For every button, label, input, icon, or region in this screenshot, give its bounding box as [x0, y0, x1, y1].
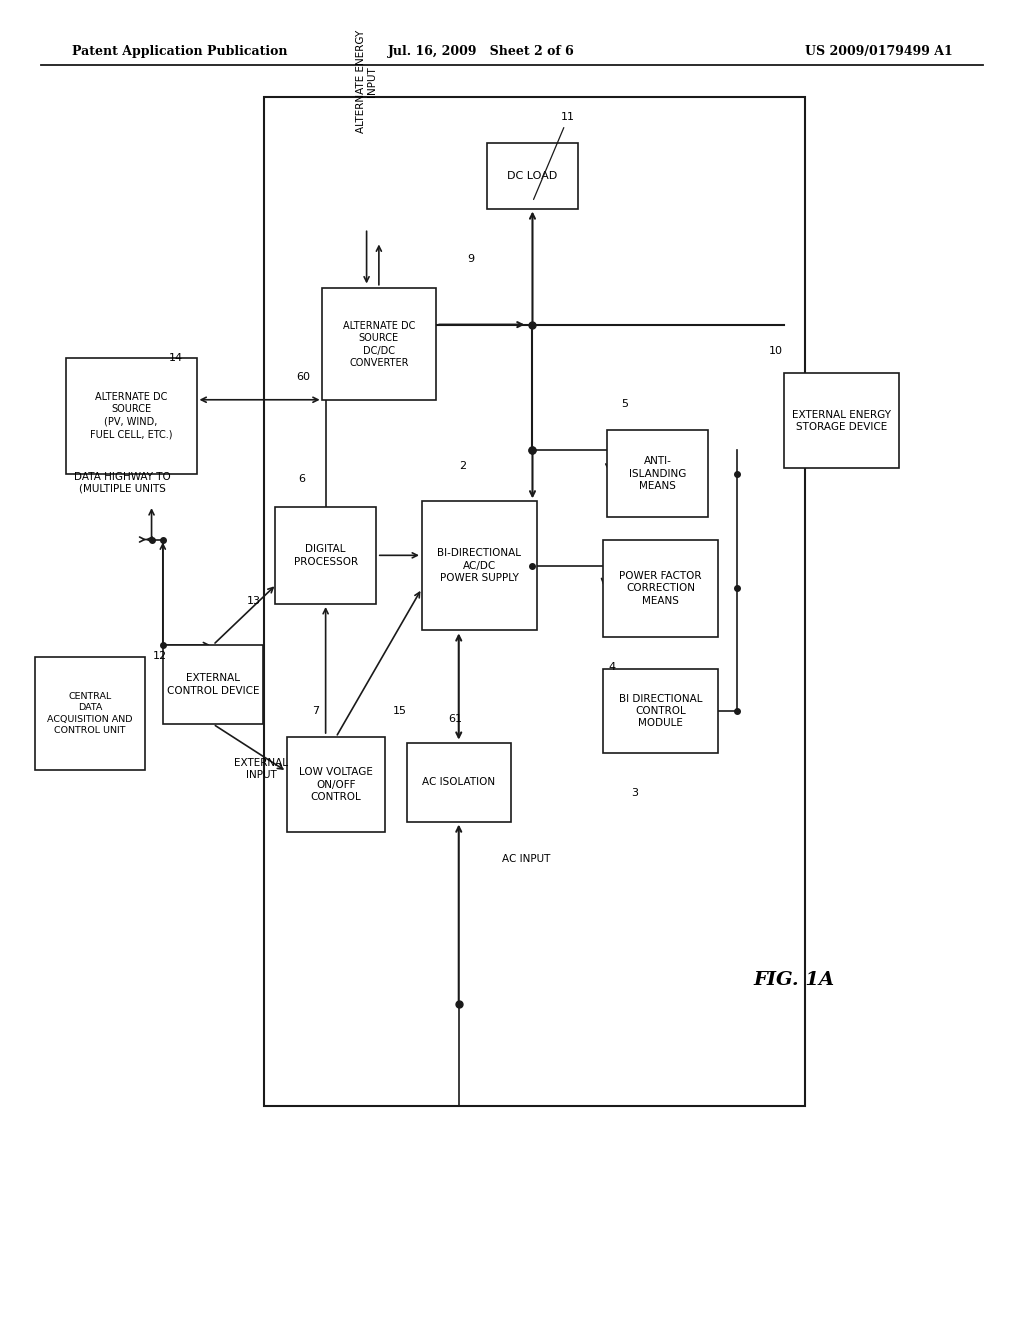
Text: 60: 60	[296, 372, 310, 383]
Text: EXTERNAL
INPUT: EXTERNAL INPUT	[234, 758, 288, 780]
Text: 9: 9	[468, 253, 474, 264]
FancyBboxPatch shape	[603, 669, 718, 754]
Text: 15: 15	[392, 706, 407, 715]
Text: ALTERNATE DC
SOURCE
DC/DC
CONVERTER: ALTERNATE DC SOURCE DC/DC CONVERTER	[343, 321, 415, 368]
Text: DC LOAD: DC LOAD	[507, 170, 558, 181]
Text: AC INPUT: AC INPUT	[502, 854, 550, 863]
FancyBboxPatch shape	[275, 507, 376, 605]
Text: 6: 6	[299, 474, 305, 484]
FancyBboxPatch shape	[35, 657, 145, 771]
Text: 3: 3	[632, 788, 638, 797]
FancyBboxPatch shape	[322, 288, 436, 400]
FancyBboxPatch shape	[287, 738, 385, 832]
Text: AC ISOLATION: AC ISOLATION	[422, 777, 496, 787]
Text: BI-DIRECTIONAL
AC/DC
POWER SUPPLY: BI-DIRECTIONAL AC/DC POWER SUPPLY	[437, 549, 521, 583]
FancyBboxPatch shape	[163, 645, 263, 725]
Text: POWER FACTOR
CORRECTION
MEANS: POWER FACTOR CORRECTION MEANS	[620, 570, 701, 606]
FancyBboxPatch shape	[66, 358, 197, 474]
FancyBboxPatch shape	[407, 743, 511, 821]
Text: ALTERNATE DC
SOURCE
(PV, WIND,
FUEL CELL, ETC.): ALTERNATE DC SOURCE (PV, WIND, FUEL CELL…	[90, 392, 172, 440]
FancyBboxPatch shape	[784, 374, 899, 469]
FancyBboxPatch shape	[607, 430, 708, 517]
Text: 7: 7	[312, 706, 318, 715]
Text: BI DIRECTIONAL
CONTROL
MODULE: BI DIRECTIONAL CONTROL MODULE	[618, 693, 702, 729]
Text: US 2009/0179499 A1: US 2009/0179499 A1	[805, 45, 952, 58]
FancyBboxPatch shape	[487, 143, 578, 209]
Text: 2: 2	[460, 461, 466, 471]
Text: ANTI-
ISLANDING
MEANS: ANTI- ISLANDING MEANS	[629, 457, 686, 491]
FancyBboxPatch shape	[422, 502, 537, 631]
Text: 12: 12	[153, 651, 167, 660]
Text: 5: 5	[622, 399, 628, 409]
Text: DATA HIGHWAY TO
(MULTIPLE UNITS: DATA HIGHWAY TO (MULTIPLE UNITS	[74, 473, 170, 494]
Text: 14: 14	[169, 352, 183, 363]
Text: Patent Application Publication: Patent Application Publication	[72, 45, 287, 58]
FancyBboxPatch shape	[603, 540, 718, 638]
Text: 10: 10	[769, 346, 783, 356]
Text: FIG. 1A: FIG. 1A	[753, 970, 835, 989]
Text: DIGITAL
PROCESSOR: DIGITAL PROCESSOR	[294, 544, 357, 566]
Text: Jul. 16, 2009   Sheet 2 of 6: Jul. 16, 2009 Sheet 2 of 6	[388, 45, 574, 58]
Text: 11: 11	[534, 112, 575, 199]
Text: ALTERNATE ENERGY
INPUT: ALTERNATE ENERGY INPUT	[355, 30, 378, 133]
Text: LOW VOLTAGE
ON/OFF
CONTROL: LOW VOLTAGE ON/OFF CONTROL	[299, 767, 373, 803]
Text: EXTERNAL ENERGY
STORAGE DEVICE: EXTERNAL ENERGY STORAGE DEVICE	[793, 409, 891, 432]
Text: CENTRAL
DATA
ACQUISITION AND
CONTROL UNIT: CENTRAL DATA ACQUISITION AND CONTROL UNI…	[47, 693, 133, 735]
Text: 61: 61	[449, 714, 463, 723]
Text: EXTERNAL
CONTROL DEVICE: EXTERNAL CONTROL DEVICE	[167, 673, 259, 696]
Text: 13: 13	[247, 597, 261, 606]
Text: 4: 4	[609, 663, 615, 672]
